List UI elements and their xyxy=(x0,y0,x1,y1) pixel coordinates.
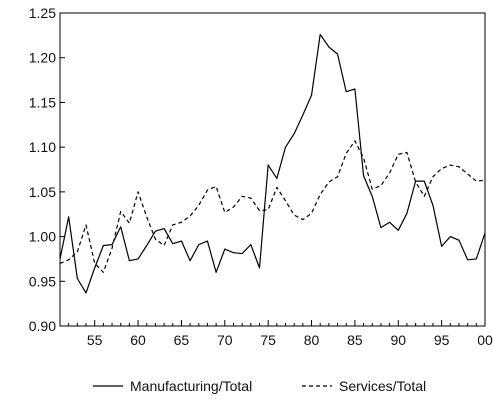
y-tick-label: 0.95 xyxy=(29,273,56,289)
x-axis: 55 60 65 70 75 80 85 90 95 00 xyxy=(59,320,493,348)
y-tick-label: 1.15 xyxy=(29,94,56,110)
y-tick-label: 0.90 xyxy=(29,318,56,334)
y-tick-label: 1.05 xyxy=(29,184,56,200)
y-tick-label: 1.00 xyxy=(29,229,56,245)
x-tick-label: 60 xyxy=(130,332,146,348)
x-tick-label: 65 xyxy=(174,332,190,348)
series-line-manufacturing-total xyxy=(59,33,486,294)
y-tick-label: 1.25 xyxy=(29,5,56,21)
legend-label: Manufacturing/Total xyxy=(130,378,252,394)
series-layer xyxy=(59,33,486,294)
plot-frame xyxy=(59,12,486,327)
y-tick-label: 1.20 xyxy=(29,50,56,66)
y-tick-label: 1.10 xyxy=(29,139,56,155)
legend-label: Services/Total xyxy=(339,378,426,394)
x-tick-label: 80 xyxy=(304,332,320,348)
y-axis: 0.90 0.95 1.00 1.05 1.10 1.15 1.20 1.25 xyxy=(29,5,65,334)
x-tick-label: 85 xyxy=(347,332,363,348)
legend: Manufacturing/Total Services/Total xyxy=(93,378,426,394)
x-tick-label: 90 xyxy=(390,332,406,348)
x-tick-label: 00 xyxy=(477,332,493,348)
x-tick-label: 70 xyxy=(217,332,233,348)
series-line-services-total xyxy=(59,140,486,273)
x-tick-label: 55 xyxy=(87,332,103,348)
x-tick-label: 95 xyxy=(434,332,450,348)
x-tick-label: 75 xyxy=(260,332,276,348)
